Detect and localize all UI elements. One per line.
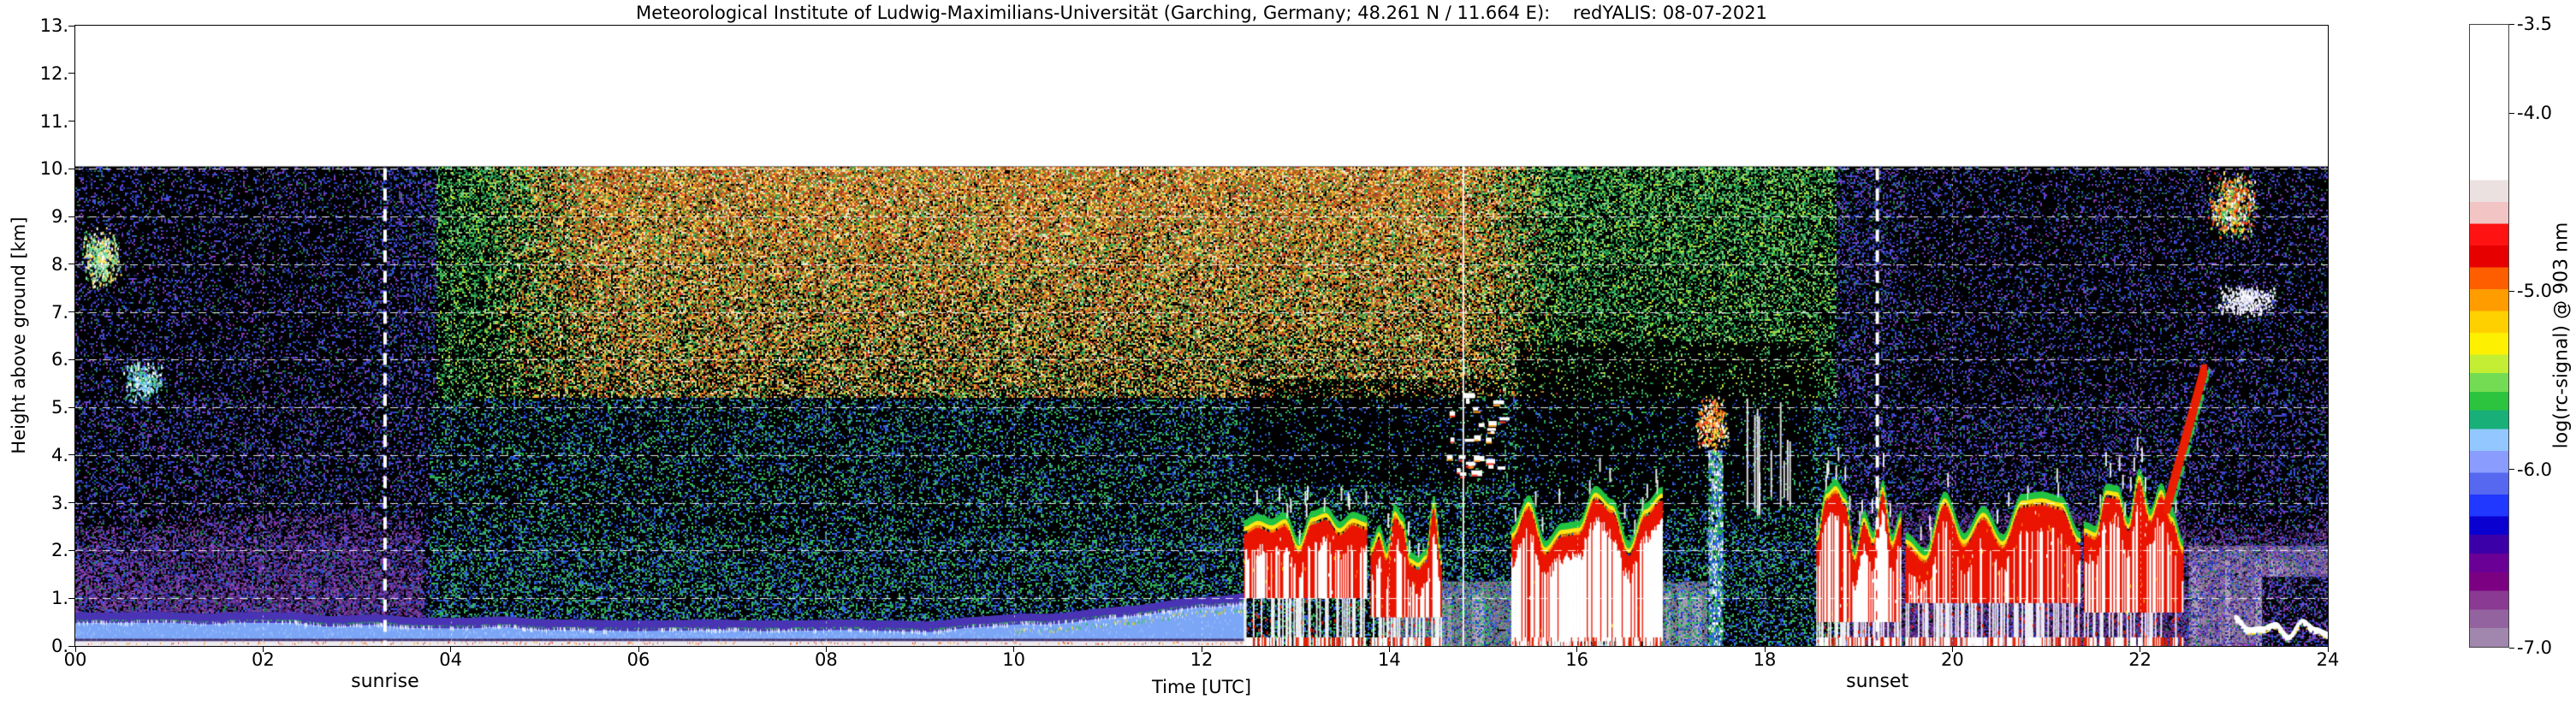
- x-tick-label: 16: [1565, 649, 1589, 670]
- y-tick-label: 1.: [50, 588, 68, 609]
- y-tick-mark: [68, 406, 74, 408]
- y-tick-mark: [68, 358, 74, 360]
- y-tick-mark: [68, 645, 74, 647]
- x-tick-label: 04: [439, 649, 463, 670]
- y-tick-label: 12.: [39, 62, 68, 84]
- y-tick-label: 2.: [50, 540, 68, 561]
- y-tick-label: 0.: [50, 636, 68, 656]
- x-tick-label: 14: [1377, 649, 1401, 670]
- x-tick-label: 02: [251, 649, 275, 670]
- x-tick-label: 08: [814, 649, 838, 670]
- y-tick-label: 8.: [50, 253, 68, 275]
- y-tick-mark: [68, 502, 74, 504]
- y-tick-mark: [68, 454, 74, 456]
- colorbar-tick-label: -3.5: [2517, 14, 2552, 34]
- colorbar-tick-label: -4.0: [2517, 103, 2552, 124]
- x-tick-label: 00: [63, 649, 87, 670]
- x-tick-label: 06: [626, 649, 650, 670]
- x-tick-label: 20: [1940, 649, 1964, 670]
- x-tick-mark: [74, 646, 76, 652]
- y-axis-label: Height above ground [km]: [9, 216, 29, 454]
- x-tick-label: 10: [1002, 649, 1026, 670]
- x-tick-label: 24: [2316, 649, 2340, 670]
- y-tick-mark: [68, 597, 74, 599]
- y-tick-mark: [68, 25, 74, 27]
- sunrise-annotation: sunrise: [351, 671, 419, 692]
- colorbar: [2469, 24, 2509, 648]
- x-tick-mark: [638, 646, 639, 652]
- y-tick-mark: [68, 311, 74, 313]
- x-tick-mark: [1951, 646, 1953, 652]
- x-tick-mark: [1388, 646, 1390, 652]
- heatmap-canvas: [75, 26, 2328, 646]
- chart-title: Meteorological Institute of Ludwig-Maxim…: [636, 3, 1767, 23]
- x-tick-mark: [2327, 646, 2329, 652]
- colorbar-tick-mark: [2509, 647, 2514, 649]
- colorbar-tick-label: -7.0: [2517, 637, 2552, 658]
- y-tick-label: 10.: [39, 158, 68, 180]
- x-tick-mark: [1764, 646, 1766, 652]
- y-tick-label: 7.: [50, 301, 68, 323]
- y-tick-label: 5.: [50, 397, 68, 418]
- colorbar-tick-mark: [2509, 469, 2514, 471]
- colorbar-tick-mark: [2509, 290, 2514, 292]
- x-tick-label: 22: [2128, 649, 2152, 670]
- x-tick-mark: [1576, 646, 1578, 652]
- x-tick-mark: [1013, 646, 1015, 652]
- x-tick-label: 18: [1753, 649, 1777, 670]
- colorbar-label: log(rc-signal) @ 903 nm: [2550, 222, 2573, 449]
- y-tick-label: 4.: [50, 444, 68, 465]
- y-tick-mark: [68, 73, 74, 74]
- y-tick-label: 3.: [50, 492, 68, 513]
- x-tick-mark: [262, 646, 264, 652]
- colorbar-tick-label: -6.0: [2517, 459, 2552, 480]
- colorbar-tick-mark: [2509, 23, 2514, 25]
- colorbar-tick-mark: [2509, 112, 2514, 114]
- x-tick-mark: [450, 646, 452, 652]
- y-tick-label: 9.: [50, 206, 68, 228]
- x-axis-label: Time [UTC]: [1151, 677, 1252, 697]
- sunset-annotation: sunset: [1846, 671, 1909, 692]
- colorbar-tick-label: -5.0: [2517, 281, 2552, 302]
- plot-area: [74, 25, 2329, 647]
- x-tick-mark: [825, 646, 827, 652]
- y-tick-mark: [68, 216, 74, 217]
- x-tick-label: 12: [1190, 649, 1214, 670]
- y-tick-label: 6.: [50, 349, 68, 370]
- y-tick-label: 13.: [39, 15, 68, 36]
- y-tick-label: 11.: [39, 110, 68, 132]
- y-tick-mark: [68, 549, 74, 551]
